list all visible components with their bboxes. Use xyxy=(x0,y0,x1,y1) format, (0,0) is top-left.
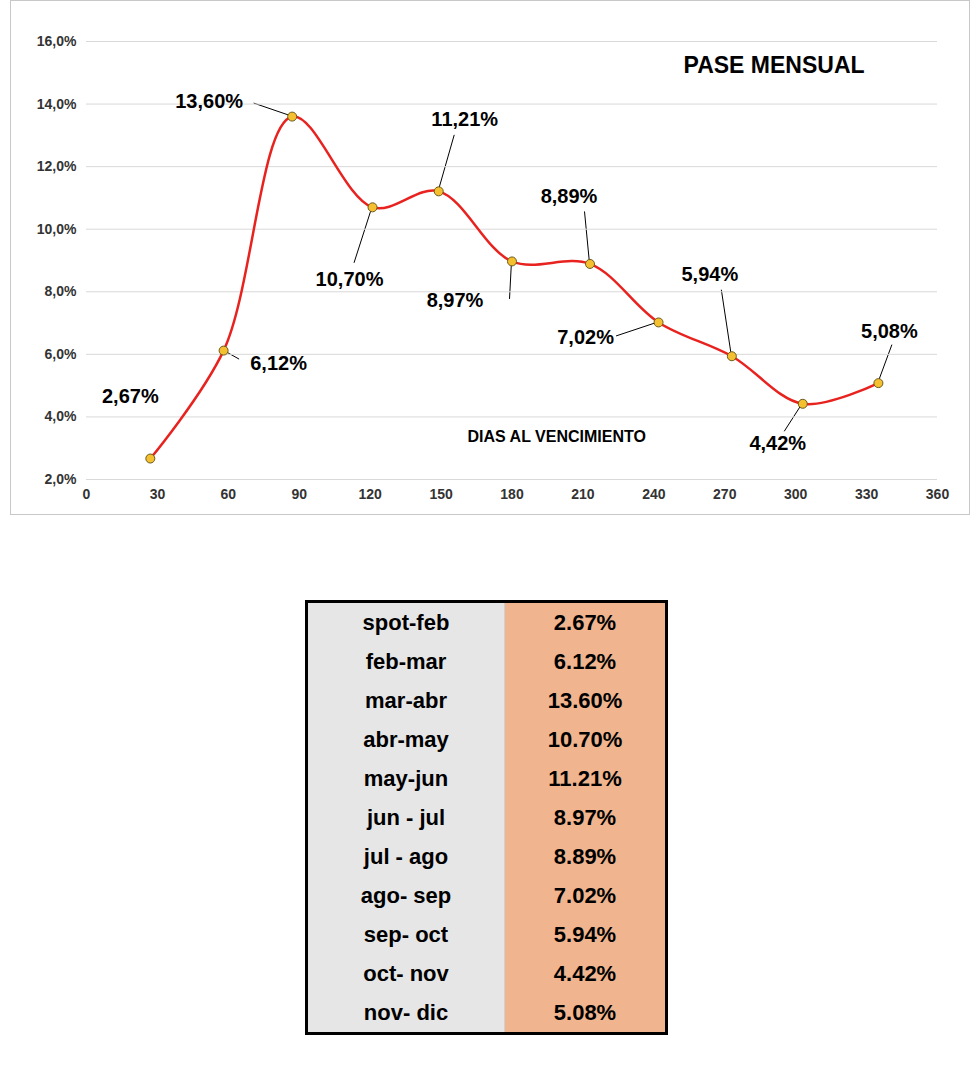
html-text:7.02%: 7.02% xyxy=(553,882,617,908)
svg-text:11,21%: 11,21% xyxy=(431,108,498,130)
svg-text:4,42%: 4,42% xyxy=(749,432,806,454)
svg-text:360: 360 xyxy=(926,486,950,502)
svg-text:10,0%: 10,0% xyxy=(37,221,77,237)
html-text:oct- nov: oct- nov xyxy=(363,960,449,986)
svg-text:180: 180 xyxy=(500,486,524,502)
svg-text:5,08%: 5,08% xyxy=(861,320,918,342)
svg-text:2,67%: 2,67% xyxy=(102,385,159,407)
html-text:6.12%: 6.12% xyxy=(553,648,617,674)
svg-text:6,12%: 6,12% xyxy=(250,352,307,374)
html-text:mar-abr: mar-abr xyxy=(365,687,447,713)
svg-text:4,0%: 4,0% xyxy=(45,408,77,424)
svg-text:270: 270 xyxy=(713,486,737,502)
html-text:11.21%: 11.21% xyxy=(548,765,622,791)
html-text:5.08%: 5.08% xyxy=(553,999,617,1025)
html-text:8.89%: 8.89% xyxy=(553,843,617,869)
svg-text:6,0%: 6,0% xyxy=(45,346,77,362)
svg-text:PASE MENSUAL: PASE MENSUAL xyxy=(684,52,865,78)
svg-text:5,94%: 5,94% xyxy=(681,263,738,285)
svg-text:13,60%: 13,60% xyxy=(175,90,243,112)
html-text:may-jun: may-jun xyxy=(363,765,449,791)
svg-text:0: 0 xyxy=(83,486,91,502)
svg-text:7,02%: 7,02% xyxy=(557,326,614,348)
svg-text:DIAS AL VENCIMIENTO: DIAS AL VENCIMIENTO xyxy=(468,428,646,445)
html-text:ago- sep: ago- sep xyxy=(360,882,452,908)
html-text:2.67%: 2.67% xyxy=(553,609,617,635)
html-text:jun - jul: jun - jul xyxy=(366,804,446,830)
svg-text:210: 210 xyxy=(571,486,595,502)
html-text:sep- oct: sep- oct xyxy=(363,921,449,947)
svg-text:8,0%: 8,0% xyxy=(45,283,77,299)
svg-text:10,70%: 10,70% xyxy=(316,268,384,290)
svg-text:90: 90 xyxy=(291,486,307,502)
svg-text:330: 330 xyxy=(855,486,879,502)
html-text:abr-may: abr-may xyxy=(363,726,449,752)
html-text:8.97%: 8.97% xyxy=(553,804,617,830)
html-text:nov- dic: nov- dic xyxy=(363,999,449,1025)
svg-text:150: 150 xyxy=(429,486,453,502)
svg-text:14,0%: 14,0% xyxy=(37,96,77,112)
html-text:10.70%: 10.70% xyxy=(547,726,623,752)
html-text:5.94%: 5.94% xyxy=(553,921,617,947)
svg-text:60: 60 xyxy=(221,486,237,502)
svg-text:16,0%: 16,0% xyxy=(37,33,77,49)
svg-text:30: 30 xyxy=(150,486,166,502)
html-text:feb-mar: feb-mar xyxy=(365,648,447,674)
svg-text:8,97%: 8,97% xyxy=(427,289,484,311)
html-text:4.42%: 4.42% xyxy=(553,960,617,986)
html-text:spot-feb: spot-feb xyxy=(362,609,450,635)
svg-text:2,0%: 2,0% xyxy=(45,471,77,487)
svg-text:12,0%: 12,0% xyxy=(37,158,77,174)
svg-text:8,89%: 8,89% xyxy=(541,185,598,207)
svg-text:240: 240 xyxy=(642,486,666,502)
svg-text:300: 300 xyxy=(784,486,808,502)
html-text:13.60%: 13.60% xyxy=(547,687,623,713)
html-text:jul - ago: jul - ago xyxy=(363,843,449,869)
svg-text:120: 120 xyxy=(358,486,382,502)
